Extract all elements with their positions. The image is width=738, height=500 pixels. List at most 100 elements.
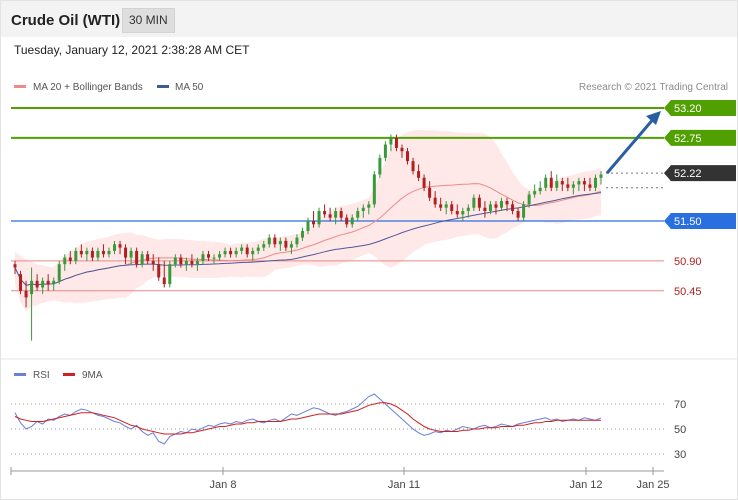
- candle: [63, 254, 67, 271]
- candle: [278, 237, 282, 251]
- price-levels: [11, 107, 664, 292]
- candle: [450, 201, 454, 215]
- candle: [190, 254, 194, 268]
- candle-body: [356, 211, 360, 218]
- candle: [372, 171, 376, 208]
- candle-body: [113, 244, 117, 251]
- candle-body: [13, 264, 17, 268]
- candle: [444, 201, 448, 215]
- candle: [41, 277, 45, 295]
- candle: [350, 214, 354, 228]
- candle-body: [157, 264, 161, 278]
- ma9-legend-label: 9MA: [82, 370, 103, 381]
- candle: [101, 244, 105, 258]
- candle: [146, 250, 150, 265]
- candle: [533, 184, 537, 198]
- candle: [394, 134, 398, 152]
- candle-body: [262, 244, 266, 248]
- candle-body: [168, 264, 172, 285]
- candle-body: [411, 161, 415, 172]
- candle-body: [466, 207, 470, 212]
- candle-body: [593, 177, 597, 188]
- candle: [505, 197, 509, 212]
- candle: [284, 237, 288, 251]
- candle-body: [439, 204, 443, 208]
- candle-body: [511, 204, 515, 212]
- candle-body: [306, 221, 310, 231]
- candle-body: [450, 204, 454, 212]
- candle: [30, 267, 34, 341]
- moving-averages: [14, 183, 602, 286]
- candle-body: [218, 254, 222, 258]
- x-axis-tick-label: Jan 25: [636, 479, 669, 491]
- candle: [356, 207, 360, 221]
- candle: [577, 177, 581, 192]
- candle-body: [124, 247, 128, 258]
- candle: [566, 177, 570, 192]
- candle: [229, 247, 233, 258]
- candle: [361, 204, 365, 218]
- candle-body: [24, 290, 28, 298]
- candle-body: [162, 277, 166, 285]
- level-label-pivot: 51.50: [674, 216, 702, 228]
- candle-body: [328, 214, 332, 218]
- candle: [312, 211, 316, 228]
- candle-body: [483, 207, 487, 212]
- candle: [439, 197, 443, 212]
- candle: [289, 240, 293, 255]
- candle: [57, 260, 61, 285]
- candle-body: [267, 237, 271, 245]
- candle: [240, 244, 244, 255]
- candle: [417, 164, 421, 182]
- candle-body: [118, 244, 122, 248]
- candle-body: [499, 201, 503, 208]
- x-axis-tick-label: Jan 11: [388, 479, 420, 491]
- candle: [499, 197, 503, 212]
- candle: [383, 141, 387, 162]
- timeframe-badge[interactable]: 30 MIN: [122, 8, 175, 33]
- candle: [90, 247, 94, 261]
- candle-body: [389, 137, 393, 145]
- candle-body: [312, 221, 316, 225]
- candle-body: [422, 177, 426, 188]
- candle-body: [173, 257, 177, 265]
- x-axis-tick-label: Jan 8: [210, 479, 237, 491]
- candle-body: [289, 244, 293, 248]
- candle: [300, 227, 304, 241]
- candle-body: [140, 254, 144, 265]
- candle-body: [599, 174, 603, 178]
- rsi-tick-50: 50: [674, 424, 686, 436]
- candle: [317, 207, 321, 228]
- level-tags: 53.20 52.75 52.22 51.50 50.90 50.45: [664, 100, 736, 298]
- candle-body: [190, 260, 194, 265]
- candle-body: [295, 237, 299, 245]
- candle: [544, 174, 548, 192]
- level-tag-last: [664, 165, 736, 182]
- candle-body: [372, 174, 376, 205]
- level-label-support-1: 50.90: [674, 256, 702, 268]
- candle: [13, 260, 17, 275]
- candle-body: [68, 257, 72, 261]
- candle-body: [533, 191, 537, 195]
- candle-body: [527, 194, 531, 205]
- candle-body: [571, 184, 575, 188]
- candle: [477, 194, 481, 212]
- level-label-resistance-1: 52.75: [674, 133, 702, 145]
- candle: [406, 147, 410, 165]
- candle-body: [245, 247, 249, 255]
- candle-body: [63, 257, 67, 265]
- candle-body: [41, 280, 45, 288]
- candle-body: [544, 177, 548, 188]
- candle-body: [284, 240, 288, 248]
- candle: [389, 134, 393, 152]
- candle: [206, 250, 210, 261]
- rsi-tick-70: 70: [674, 399, 686, 411]
- candle-body: [472, 197, 476, 208]
- candle-body: [212, 257, 216, 259]
- candle: [35, 274, 39, 291]
- candle-body: [433, 197, 437, 205]
- candle: [85, 247, 89, 261]
- candle-body: [522, 204, 526, 218]
- candle-body: [516, 211, 520, 218]
- candle: [527, 191, 531, 208]
